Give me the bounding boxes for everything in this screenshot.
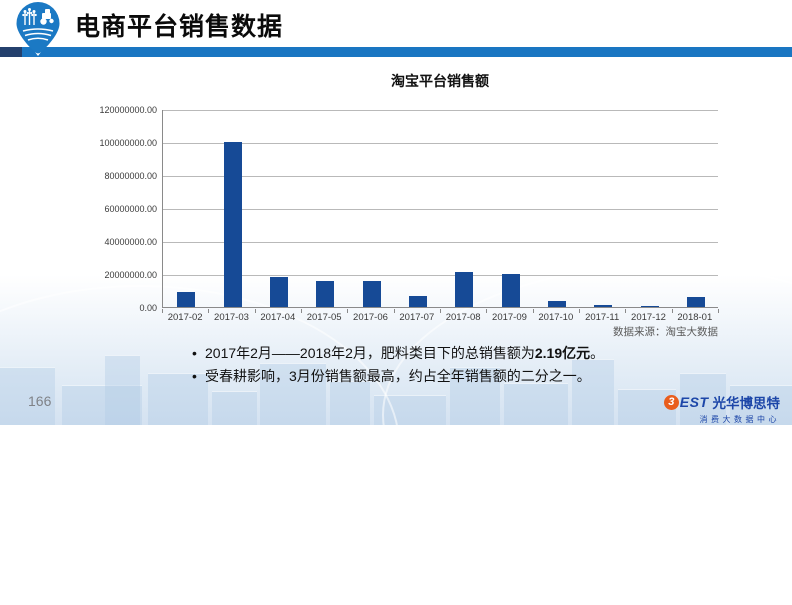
x-axis-tick [347,309,349,313]
bar-2017-03 [223,142,242,307]
company-logo: 3 EST 光华博思特 消费大数据中心 [663,392,781,425]
x-axis-tick-label: 2017-12 [631,312,666,323]
bar-2017-08 [455,271,474,307]
bullet-dot-icon: • [192,345,197,361]
bar-2017-05 [316,280,335,307]
x-axis-tick-label: 2017-05 [306,312,342,323]
bullet-item: • 受春耕影响，3月份销售额最高，约占全年销售额的二分之一。 [192,365,672,388]
bullet-dot-icon: • [192,368,197,384]
data-source-note: 数据来源：淘宝大数据 [613,326,718,338]
bar-2017-12 [640,306,659,307]
bar-2017-10 [547,301,566,307]
y-axis-tick-label: 40000000.00 [104,236,157,247]
x-axis-tick [301,309,302,313]
x-axis-tick-label: 2018-01 [677,312,713,323]
gridline [163,274,718,276]
x-axis-tick [393,309,395,313]
x-axis-tick-label: 2017-04 [260,312,296,323]
x-axis-tick [486,309,488,313]
x-axis-tick [254,309,256,313]
header-underline-accent [0,47,22,57]
gridline [163,241,718,243]
y-axis-tick-label: 20000000.00 [104,269,157,280]
page-title: 电商平台销售数据 [75,13,284,41]
logo-circle-icon: 3 [663,394,679,410]
x-axis-tick [625,309,627,313]
gridline [163,142,718,144]
x-axis-tick-label: 2017-07 [399,312,435,323]
bar-2017-02 [177,292,196,307]
bar-2017-07 [408,296,427,307]
bar-2017-04 [269,277,288,307]
plot-area [162,109,718,308]
bar-2017-09 [501,274,520,307]
y-axis-tick-label: 100000000.00 [99,137,157,148]
header-underline-bar [0,47,792,57]
x-axis-tick-label: 2017-02 [167,312,203,323]
slide-header: 电商平台销售数据 [0,0,792,57]
y-axis-tick-label: 60000000.00 [104,203,157,214]
y-axis-tick-label: 0.00 [139,302,157,313]
farm-location-pin-icon [15,1,61,57]
x-axis-tick [208,309,210,313]
bar-2017-06 [362,280,381,307]
gridline [163,208,718,210]
x-axis-tick [162,309,163,313]
bullet-text: 受春耕影响，3月份销售额最高，约占全年销售额的二分之一。 [205,368,591,384]
y-axis-tick-label: 120000000.00 [99,104,157,115]
x-axis-tick [440,309,441,313]
page-number: 166 [28,393,52,409]
x-axis-tick-label: 2017-03 [214,312,249,323]
gridline [163,109,718,111]
x-axis-tick-label: 2017-06 [353,312,388,323]
x-axis-tick [532,309,534,313]
chart-title: 淘宝平台销售额 [391,73,489,89]
bullet-item: • 2017年2月——2018年2月，肥料类目下的总销售额为2.19亿元。 [192,342,672,365]
logo-latin-name: EST [679,394,709,410]
logo-subtitle: 消费大数据中心 [699,415,780,424]
bullet-list: • 2017年2月——2018年2月，肥料类目下的总销售额为2.19亿元。 • 受春耕… [192,342,672,388]
x-axis-tick-label: 2017-11 [585,312,620,323]
x-axis-tick [718,309,719,313]
x-axis-tick-label: 2017-10 [538,312,574,323]
x-axis-tick [671,309,673,313]
x-axis-tick-label: 2017-08 [445,312,481,323]
gridline [163,175,718,177]
logo-chinese-name: 光华博思特 [712,396,781,411]
bar-2017-11 [594,304,613,307]
y-axis-tick-label: 80000000.00 [104,170,157,181]
x-axis-tick [579,309,580,313]
bar-2018-01 [686,297,705,307]
x-axis-tick-label: 2017-09 [492,312,527,323]
bullet-text: 2017年2月——2018年2月，肥料类目下的总销售额为2.19亿元。 [205,345,605,361]
